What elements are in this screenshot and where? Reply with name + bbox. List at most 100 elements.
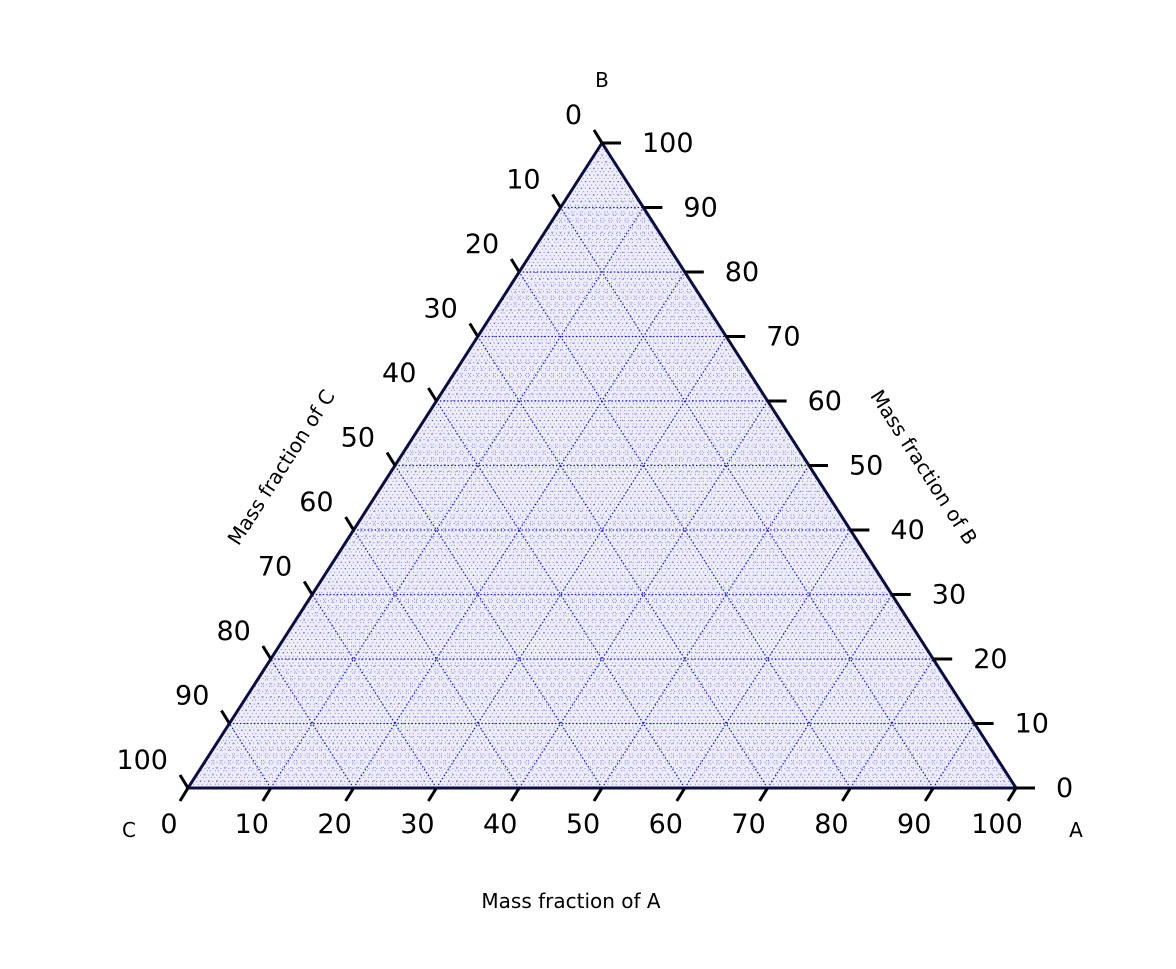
tick-a — [675, 787, 687, 802]
tick-label-a: 60 — [649, 809, 683, 840]
grid-line-c — [564, 200, 942, 789]
tick-c — [344, 516, 355, 531]
grid-line-a — [725, 562, 872, 789]
grid-line-a — [543, 420, 781, 789]
tick-label-c: 90 — [175, 681, 209, 712]
tick-c — [468, 322, 480, 338]
tick-label-b: 90 — [683, 193, 717, 224]
grid-line-c — [270, 658, 355, 789]
tick-a — [758, 787, 769, 802]
grid-line-a — [667, 516, 843, 789]
grid-line-a — [361, 278, 690, 789]
tick-c — [178, 774, 190, 789]
grid-line-c — [282, 639, 379, 789]
tick-label-b: 40 — [890, 515, 924, 546]
tick-c — [509, 258, 521, 273]
tick-label-c: 30 — [423, 294, 457, 325]
grid-line-c — [274, 652, 363, 789]
grid-line-c — [431, 407, 677, 789]
tick-a — [344, 787, 355, 802]
grid-line-a — [634, 491, 826, 789]
grid-line-a — [320, 245, 669, 789]
tick-label-c: 10 — [506, 165, 540, 196]
grid-line-c — [253, 684, 321, 789]
tick-c — [427, 387, 438, 402]
grid-line-a — [866, 671, 942, 789]
tick-a — [841, 787, 852, 802]
grid-line-a — [601, 465, 810, 789]
tick-label-c: 100 — [116, 745, 168, 776]
tick-label-a: 40 — [483, 809, 517, 840]
tick-label-a: 30 — [400, 809, 434, 840]
grid-line-c — [378, 491, 570, 789]
grid-line-a — [195, 149, 607, 789]
grid-line-a — [311, 239, 665, 789]
tick-label-a: 100 — [971, 809, 1023, 840]
grid-line-c — [551, 220, 917, 789]
grid-line-a — [626, 484, 822, 789]
grid-line-a — [651, 503, 835, 789]
grid-line-c — [572, 187, 959, 789]
grid-line-a — [874, 678, 946, 789]
tick-label-c: 70 — [258, 552, 292, 583]
tick-a — [261, 787, 273, 802]
grid-line-a — [568, 439, 793, 789]
tick-a — [178, 787, 190, 802]
tick-c — [551, 193, 562, 209]
grid-line-a — [270, 207, 644, 789]
grid-line-c — [494, 310, 802, 789]
tick-a — [592, 787, 604, 802]
grid-line-c — [518, 271, 851, 789]
axis-title-a: Mass fraction of A — [481, 889, 661, 913]
grid-line-a — [999, 774, 1009, 789]
grid-line-a — [908, 703, 963, 789]
grid-line-a — [485, 374, 752, 789]
grid-line-c — [465, 355, 744, 789]
grid-line-c — [228, 723, 272, 789]
grid-line-c — [237, 710, 288, 789]
grid-line-a — [676, 523, 847, 789]
tick-label-b: 50 — [849, 451, 883, 482]
grid-line-a — [609, 471, 814, 789]
grid-line-c — [320, 581, 454, 789]
grid-line-c — [344, 542, 503, 789]
grid-line-c — [262, 671, 338, 789]
tick-label-b: 20 — [973, 644, 1007, 675]
grid-line-c — [390, 471, 595, 789]
grid-line-a — [245, 187, 632, 789]
grid-line-a — [883, 684, 951, 789]
tick-c — [220, 709, 231, 725]
tick-label-c: 80 — [216, 616, 250, 647]
tick-c — [302, 580, 314, 596]
corner-label-a: A — [1069, 818, 1083, 842]
tick-c — [261, 645, 273, 660]
grid-line-c — [481, 329, 777, 789]
tick-c — [385, 451, 397, 467]
ternary-tick-labels: 0 0 0 10 10 10 20 20 20 30 30 30 40 40 40 50 50 50 60 60 60 7… — [116, 100, 1073, 840]
tick-label-a: 50 — [566, 809, 600, 840]
grid-line-a — [460, 355, 739, 789]
grid-line-c — [539, 239, 893, 789]
grid-line-c — [373, 497, 561, 789]
tick-label-a: 20 — [317, 809, 351, 840]
grid-line-a — [858, 665, 938, 789]
grid-line-a — [444, 342, 731, 789]
grid-line-c — [369, 503, 553, 789]
grid-line-c — [382, 484, 578, 789]
corner-label-b: B — [595, 68, 609, 92]
grid-line-a — [427, 329, 723, 789]
grid-line-a — [916, 710, 967, 789]
grid-line-c — [216, 742, 247, 789]
grid-line-c — [452, 374, 719, 789]
tick-label-a: 90 — [897, 809, 931, 840]
grid-line-a — [701, 542, 860, 789]
tick-label-c: 0 — [565, 100, 582, 131]
grid-line-a — [278, 213, 648, 789]
tick-label-b: 30 — [932, 580, 966, 611]
tick-label-b: 10 — [1015, 709, 1049, 740]
grid-line-c — [195, 774, 205, 789]
grid-line-a — [750, 581, 884, 789]
ternary-ticks — [178, 129, 1035, 802]
tick-label-b: 80 — [725, 257, 759, 288]
grid-line-a — [643, 497, 831, 789]
